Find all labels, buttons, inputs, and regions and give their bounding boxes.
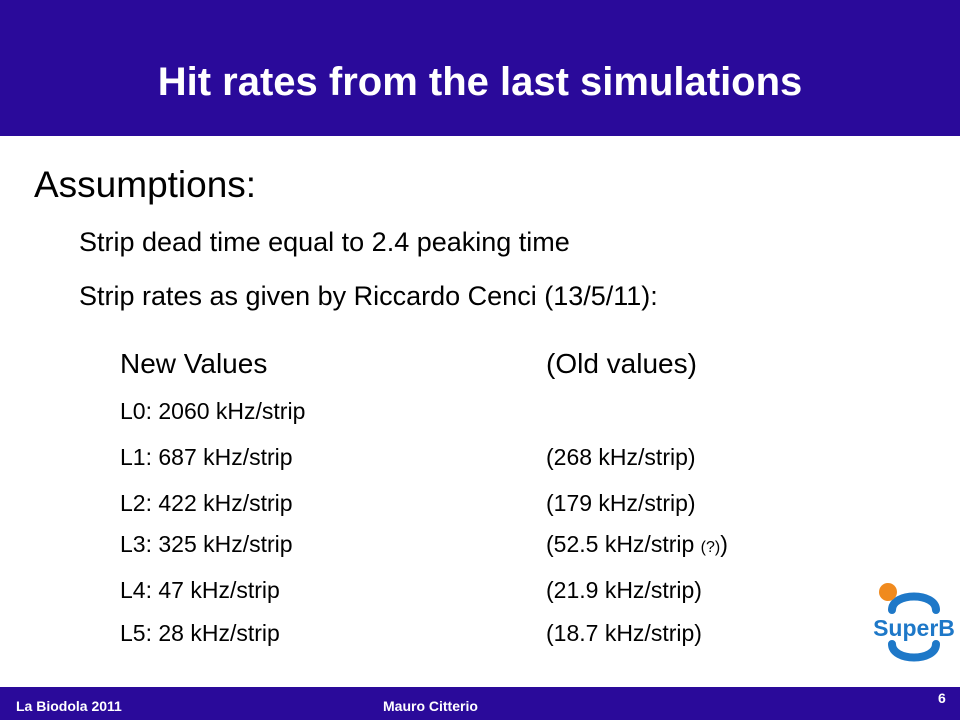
logo-text: SuperB [873,615,955,641]
new-values-header: New Values [120,348,268,379]
page-number: 6 [938,690,946,706]
new-value-l5: L5: 28 kHz/strip [120,620,280,646]
new-value-l3: L3: 325 kHz/strip [120,531,293,557]
assumptions-heading: Assumptions: [34,164,257,205]
old-values-header: (Old values) [546,348,697,379]
bullet-strip-rates: Strip rates as given by Riccardo Cenci (… [79,281,658,311]
slide-title: Hit rates from the last simulations [157,60,803,104]
old-value-l3: (52.5 kHz/strip (?)) [546,531,728,557]
new-value-l4: L4: 47 kHz/strip [120,577,280,603]
title-bar [0,0,960,136]
new-value-l1: L1: 687 kHz/strip [120,444,293,470]
uncertain-note: (?) [700,539,721,556]
old-value-l1: (268 kHz/strip) [546,444,696,470]
new-value-l0: L0: 2060 kHz/strip [120,398,306,424]
bullet-dead-time: Strip dead time equal to 2.4 peaking tim… [79,227,570,257]
old-value-l4: (21.9 kHz/strip) [546,577,702,603]
footer-event: La Biodola 2011 [16,698,122,714]
new-value-l2: L2: 422 kHz/strip [120,490,293,516]
footer-bar [0,687,960,720]
old-value-l5: (18.7 kHz/strip) [546,620,702,646]
old-value-l2: (179 kHz/strip) [546,490,696,516]
footer-author: Mauro Citterio [383,698,478,714]
superb-logo-icon: SuperB [873,583,955,662]
